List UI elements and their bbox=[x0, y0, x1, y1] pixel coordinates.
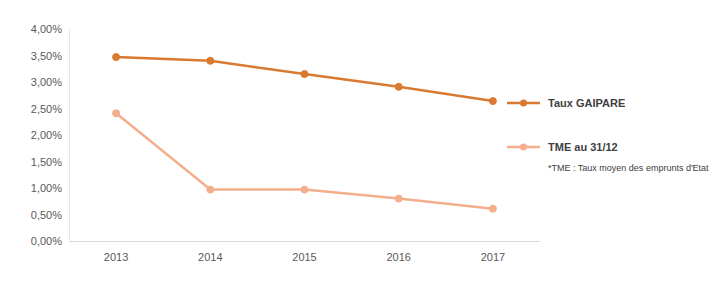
legend-marker bbox=[520, 100, 527, 107]
y-tick: 3,00% bbox=[31, 76, 69, 88]
legend-label: TME au 31/12 bbox=[548, 141, 618, 153]
legend: Taux GAIPARE TME au 31/12 bbox=[507, 97, 625, 153]
y-tick-label: 3,00% bbox=[31, 76, 62, 88]
series-marker bbox=[301, 71, 308, 78]
y-tick-label: 2,00% bbox=[31, 129, 62, 141]
x-tick-label: 2016 bbox=[386, 251, 410, 263]
y-axis-line bbox=[69, 30, 70, 242]
legend-label: Taux GAIPARE bbox=[548, 97, 625, 109]
legend-item: Taux GAIPARE bbox=[507, 97, 625, 109]
series-marker bbox=[207, 57, 214, 64]
x-tick: 2014 bbox=[198, 241, 222, 263]
y-tick: 1,50% bbox=[31, 156, 69, 168]
x-tick-label: 2014 bbox=[198, 251, 222, 263]
x-tick: 2015 bbox=[292, 241, 316, 263]
x-tick: 2013 bbox=[104, 241, 128, 263]
series-line bbox=[116, 57, 493, 101]
chart: 0,00% 0,50% 1,00% 1,50% 2,00% 2,50% 3,00% 3,50%… bbox=[0, 0, 712, 298]
x-tick-label: 2017 bbox=[481, 251, 505, 263]
y-tick: 3,50% bbox=[31, 50, 69, 62]
annotation: *TME : Taux moyen des emprunts d'Etat bbox=[548, 163, 709, 173]
plot-area bbox=[113, 54, 497, 213]
series-marker bbox=[489, 205, 496, 212]
y-axis: 0,00% 0,50% 1,00% 1,50% 2,00% 2,50% 3,00% 3,50%… bbox=[31, 23, 70, 247]
x-tick: 2016 bbox=[386, 241, 410, 263]
y-tick-label: 0,00% bbox=[31, 235, 62, 247]
series-marker bbox=[113, 110, 120, 117]
series-marker bbox=[395, 83, 402, 90]
series-line bbox=[116, 113, 493, 208]
y-tick: 0,50% bbox=[31, 209, 69, 221]
y-tick-label: 3,50% bbox=[31, 50, 62, 62]
series-marker bbox=[301, 186, 308, 193]
legend-item: TME au 31/12 bbox=[507, 141, 618, 153]
y-tick: 1,00% bbox=[31, 182, 69, 194]
x-tick-label: 2015 bbox=[292, 251, 316, 263]
y-tick-label: 4,00% bbox=[31, 23, 62, 35]
series-marker bbox=[395, 195, 402, 202]
x-tick: 2017 bbox=[481, 241, 505, 263]
series-marker bbox=[207, 186, 214, 193]
y-tick-label: 1,50% bbox=[31, 156, 62, 168]
x-tick-label: 2013 bbox=[104, 251, 128, 263]
y-tick: 0,00% bbox=[31, 235, 69, 247]
series-marker bbox=[489, 98, 496, 105]
y-tick-label: 1,00% bbox=[31, 182, 62, 194]
y-tick: 4,00% bbox=[31, 23, 69, 35]
y-tick: 2,50% bbox=[31, 103, 69, 115]
series-marker bbox=[113, 54, 120, 61]
x-axis: 2013 2014 2015 2016 2017 bbox=[70, 241, 541, 263]
y-tick-label: 0,50% bbox=[31, 209, 62, 221]
y-tick-label: 2,50% bbox=[31, 103, 62, 115]
legend-marker bbox=[520, 144, 527, 151]
x-axis-line bbox=[70, 241, 541, 242]
y-tick: 2,00% bbox=[31, 129, 69, 141]
